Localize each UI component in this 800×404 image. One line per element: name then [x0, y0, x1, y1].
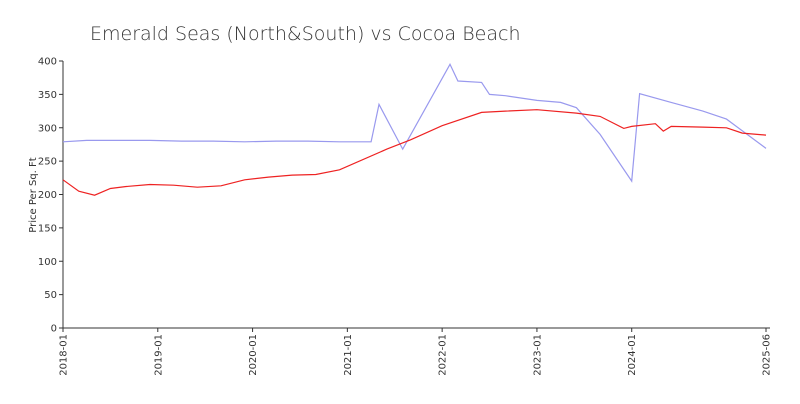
x-tick-label: 2020-01: [248, 334, 259, 376]
x-tick-label: 2021-01: [343, 334, 354, 376]
y-tick-label: 300: [38, 123, 57, 134]
line-series: [62, 62, 767, 183]
x-tick-label: 2023-01: [532, 334, 543, 376]
y-tick-label: 200: [38, 190, 57, 201]
x-tick-label: 2024-01: [627, 334, 638, 376]
y-tick-label: 0: [51, 324, 57, 335]
y-axis-label: Price Per Sq. Ft: [28, 157, 39, 232]
x-tick-label: 2019-01: [153, 334, 164, 376]
x-tick-label: 2025-06: [762, 334, 773, 376]
y-tick-label: 400: [38, 57, 57, 68]
line-series: [62, 109, 767, 196]
y-tick-label: 150: [38, 223, 57, 234]
x-tick-label: 2018-01: [59, 334, 70, 376]
y-tick-label: 100: [38, 257, 57, 268]
y-tick-label: 350: [38, 90, 57, 101]
chart-title: Emerald Seas (North&South) vs Cocoa Beac…: [90, 23, 521, 45]
y-tick-label: 50: [44, 290, 57, 301]
y-tick-label: 250: [38, 157, 57, 168]
x-tick-label: 2022-01: [438, 334, 449, 376]
